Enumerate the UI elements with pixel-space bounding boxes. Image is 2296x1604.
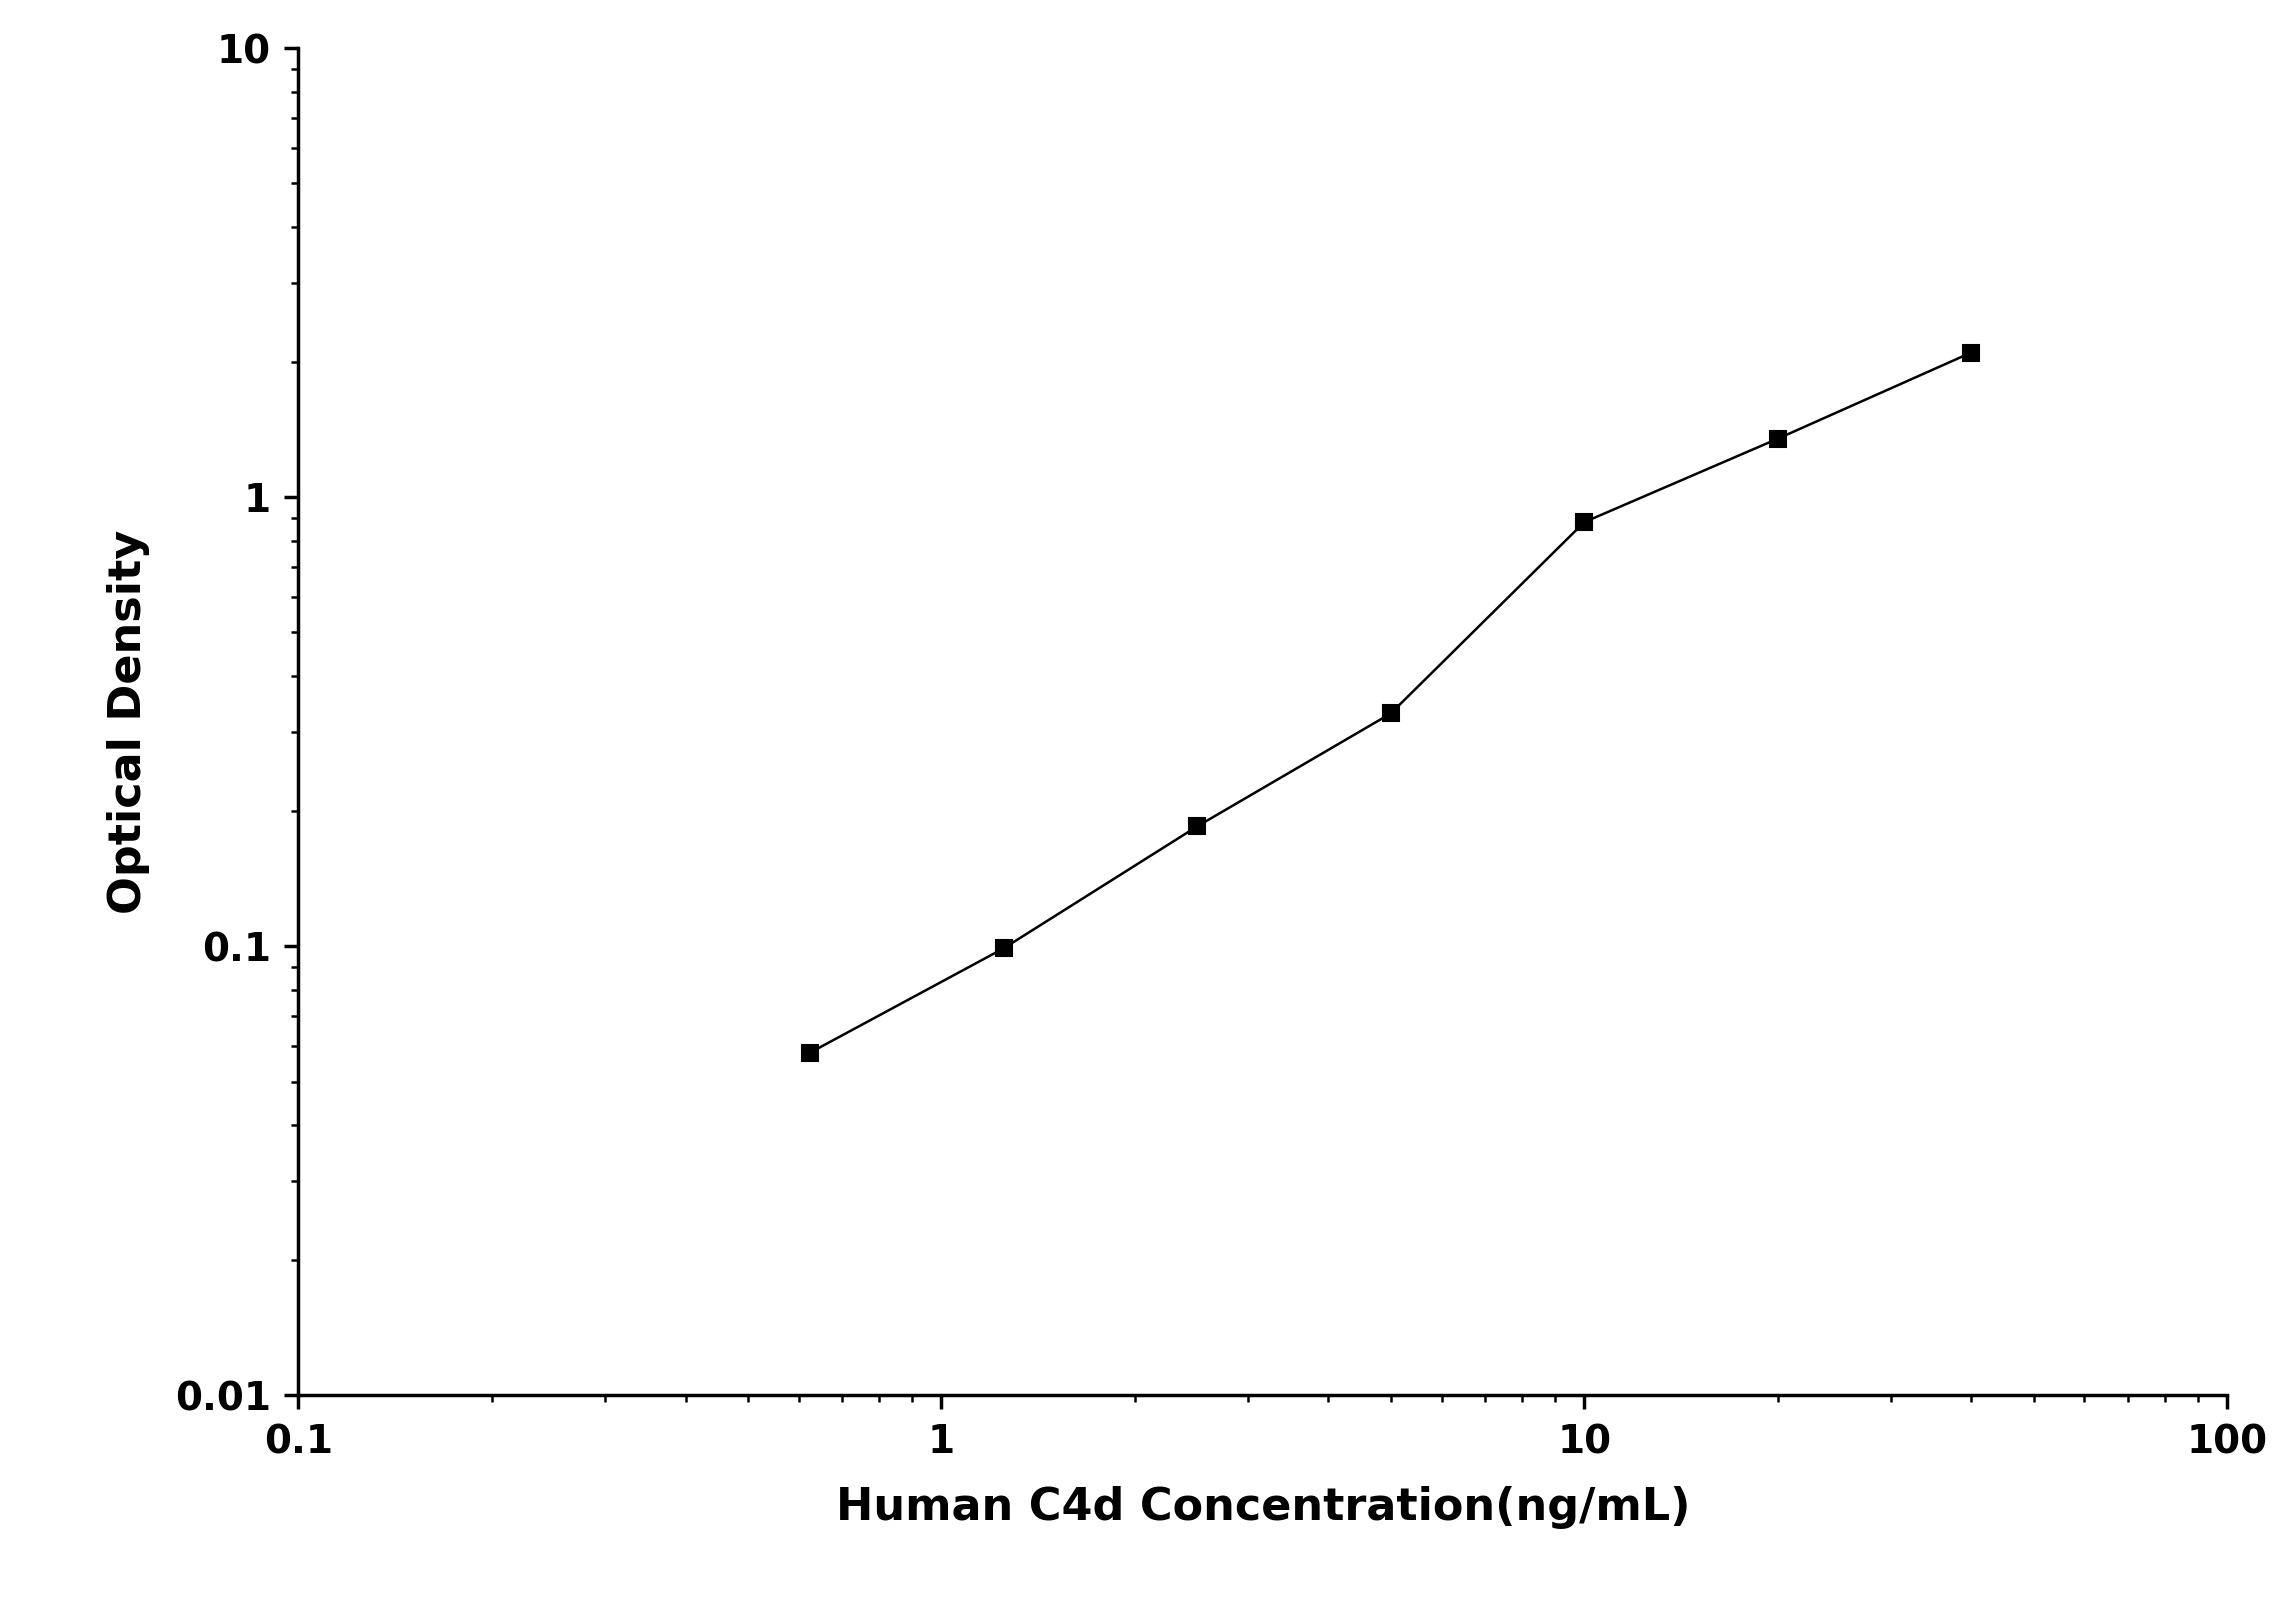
Y-axis label: Optical Density: Optical Density bbox=[106, 529, 149, 914]
X-axis label: Human C4d Concentration(ng/mL): Human C4d Concentration(ng/mL) bbox=[836, 1487, 1690, 1529]
